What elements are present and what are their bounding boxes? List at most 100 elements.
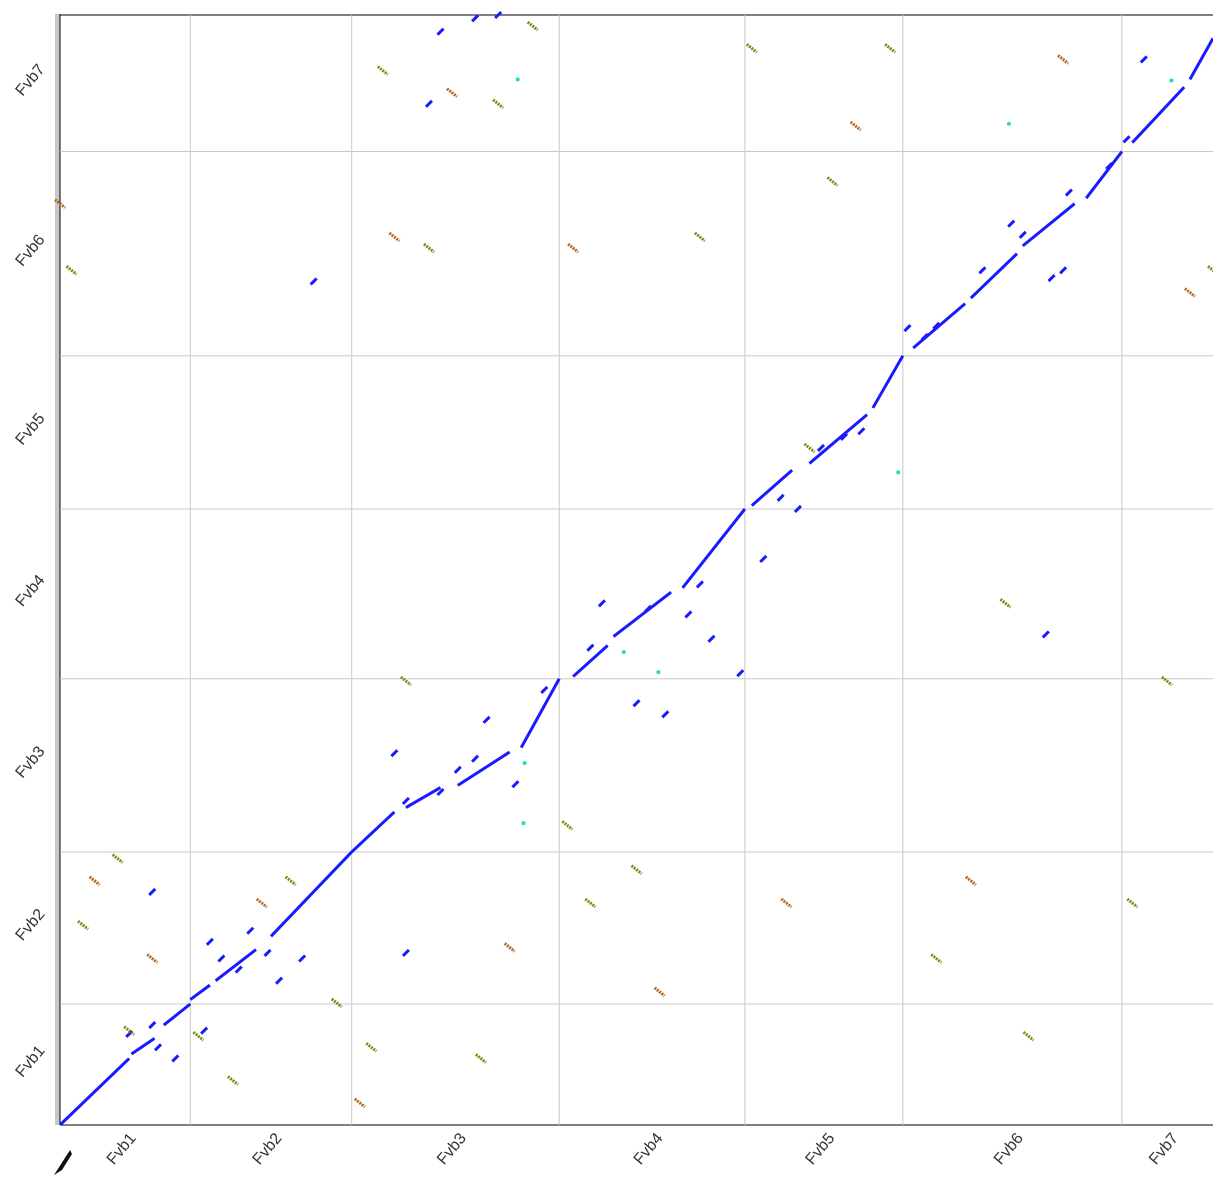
forward-alignment-point	[453, 765, 462, 774]
y-tick-label: Fvb7	[13, 61, 49, 99]
x-tick-label: Fvb3	[434, 1130, 470, 1168]
reverse-alignment-segment	[192, 1031, 205, 1042]
reverse-alignment-segment	[146, 953, 159, 964]
forward-alignment-point	[401, 948, 410, 958]
reverse-alignment-segment	[1184, 287, 1196, 298]
forward-alignment-segment	[130, 1037, 156, 1056]
forward-alignment-point	[586, 643, 595, 652]
reverse-alignment-segment	[803, 442, 816, 454]
x-tick-label: Fvb7	[1146, 1130, 1182, 1168]
forward-alignment-segment	[808, 413, 869, 465]
forward-alignment-point	[436, 787, 445, 797]
reverse-alignment-segment	[526, 20, 539, 32]
forward-alignment-segment	[871, 355, 905, 409]
forward-alignment-segment	[912, 302, 967, 350]
reverse-alignment-segment	[693, 231, 706, 243]
reverse-alignment-segment	[474, 1053, 487, 1064]
forward-alignment-point	[171, 1054, 180, 1063]
forward-alignment-segment	[612, 591, 673, 638]
reverse-alignment-segment	[884, 43, 897, 54]
grid	[60, 15, 1213, 1125]
y-scrollbar-track[interactable]	[55, 14, 60, 1125]
x-tick-label: Fvb4	[631, 1130, 667, 1168]
y-tick-label: Fvb6	[13, 232, 49, 270]
reverse-alignment-segment	[999, 598, 1012, 609]
forward-alignment-point	[857, 427, 866, 436]
forward-alignment-point	[759, 554, 768, 563]
forward-alignment-point	[205, 937, 214, 946]
highlight-alignment-point	[896, 470, 901, 475]
x-tick-label: Fvb5	[802, 1130, 838, 1168]
reverse-alignment-segment	[423, 242, 435, 254]
forward-alignment-point	[246, 926, 255, 935]
forward-alignment-segment	[456, 750, 511, 787]
forward-alignment-point	[597, 599, 606, 608]
forward-alignment-point	[424, 99, 434, 108]
reverse-alignment-segment	[365, 1042, 378, 1053]
reverse-alignment-segment	[123, 1025, 136, 1036]
plot-background	[60, 14, 1213, 1125]
reverse-alignment-segment	[255, 897, 268, 909]
forward-alignment-point	[436, 27, 445, 36]
forward-alignment-point	[632, 699, 641, 708]
forward-alignment-segment	[1084, 150, 1124, 200]
reverse-alignment-segment	[653, 986, 666, 997]
forward-alignment-point	[494, 10, 503, 20]
highlight-alignment-point	[521, 821, 526, 826]
reverse-alignment-segment	[826, 176, 839, 187]
forward-alignment-point	[390, 749, 399, 758]
reverse-alignment-segment	[77, 920, 89, 931]
forward-alignment-point	[920, 332, 929, 341]
reverse-alignment-segment	[561, 820, 574, 831]
forward-alignment-point	[1139, 55, 1148, 64]
forward-alignment-segment	[269, 850, 353, 938]
forward-alignment-segment	[1188, 37, 1213, 81]
reverse-alignment-segment	[630, 864, 643, 875]
forward-alignment-point	[793, 504, 802, 514]
forward-alignment-point	[471, 14, 480, 23]
forward-alignment-point	[816, 443, 826, 452]
reverse-alignment-segment	[353, 1097, 366, 1108]
reverse-alignment-segment	[399, 675, 412, 687]
forward-alignment-point	[1122, 135, 1131, 144]
forward-alignment-segment	[350, 810, 396, 854]
forward-alignment-point	[482, 715, 491, 724]
forward-alignment-point	[148, 1021, 157, 1030]
y-tick-label: Fvb4	[13, 572, 49, 610]
reverse-alignment-segment	[111, 853, 124, 864]
forward-alignment-point	[661, 710, 670, 719]
forward-alignment-point	[309, 277, 318, 286]
reverse-alignment-segment	[227, 1075, 239, 1086]
forward-alignment-segment	[214, 948, 257, 982]
reverse-alignment-segment	[849, 120, 862, 132]
forward-alignment-point	[643, 604, 653, 613]
forward-alignment-point	[153, 1043, 163, 1052]
forward-alignment-point	[511, 780, 520, 789]
highlight-alignment-point	[1006, 121, 1011, 126]
forward-alignment-segment	[969, 252, 1019, 300]
reverse-alignment-segment	[492, 98, 505, 109]
reverse-alignment-segment	[54, 198, 66, 209]
highlight-alignment-point	[522, 761, 527, 766]
forward-alignment-segment	[750, 468, 794, 507]
forward-alignment-point	[1007, 219, 1016, 228]
highlight-alignment-point	[656, 670, 661, 675]
forward-alignment-point	[736, 669, 745, 678]
forward-alignment-point	[148, 887, 157, 896]
reverse-alignment-segment	[388, 231, 401, 243]
reverse-alignment-segment	[584, 897, 597, 909]
forward-alignment-point	[1105, 161, 1114, 171]
forward-alignment-point	[776, 493, 785, 502]
forward-alignment-point	[695, 580, 704, 589]
reverse-alignment-segment	[376, 65, 389, 76]
forward-alignment-point	[125, 1029, 134, 1039]
reverse-alignment-segment	[567, 242, 580, 254]
reverse-alignment-segment	[88, 875, 101, 886]
x-tick-label: Fvb6	[991, 1130, 1027, 1168]
forward-alignment-point	[1064, 188, 1073, 197]
reverse-alignment-segment	[1160, 675, 1173, 687]
reverse-alignment-segment	[1057, 54, 1070, 65]
plot-marks	[54, 10, 1213, 1127]
forward-alignment-point	[932, 321, 941, 330]
forward-alignment-point	[200, 1026, 209, 1035]
